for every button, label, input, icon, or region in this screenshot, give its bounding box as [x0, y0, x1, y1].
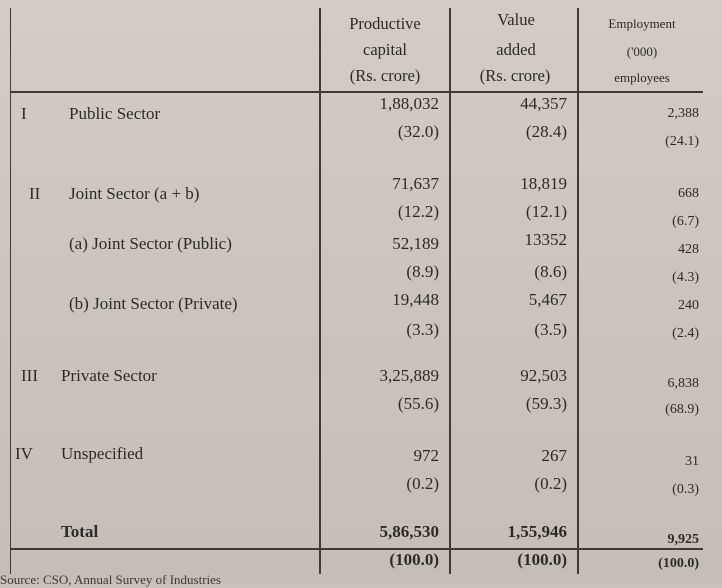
divider-col-employment [577, 8, 579, 574]
value-added-percent: (3.5) [534, 320, 567, 339]
employment-percent: (6.7) [672, 214, 699, 229]
row-label: Unspecified [61, 444, 144, 463]
capital-percent: (55.6) [397, 394, 439, 413]
row-number: IV [15, 444, 33, 463]
employment-value: 240 [678, 298, 699, 313]
total-value-added-percent: (100.0) [517, 550, 567, 569]
value-added-percent: (12.1) [525, 202, 567, 221]
total-rule [11, 548, 703, 550]
row-label: (a) Joint Sector (Public) [69, 234, 232, 253]
row-number: II [29, 184, 41, 203]
row-number: I [21, 104, 27, 123]
header-value-line3: (Rs. crore) [479, 66, 551, 85]
value-added-value: 92,503 [520, 366, 567, 385]
employment-percent: (24.1) [665, 134, 699, 149]
divider-col-capital [319, 8, 321, 574]
employment-percent: (68.9) [665, 402, 699, 417]
capital-percent: (3.3) [406, 320, 439, 339]
capital-value: 19,448 [392, 290, 439, 309]
row-number: III [21, 366, 38, 385]
total-label: Total [61, 522, 99, 541]
value-added-percent: (59.3) [525, 394, 567, 413]
header-employment-line1: Employment [608, 16, 676, 31]
capital-value: 71,637 [392, 174, 439, 193]
capital-value: 972 [413, 446, 440, 465]
header-capital-line2: capital [363, 40, 407, 59]
value-added-value: 44,357 [520, 94, 567, 113]
divider-col-value [449, 8, 451, 574]
capital-value: 3,25,889 [379, 366, 440, 385]
employment-percent: (0.3) [672, 482, 699, 497]
total-value-added-value: 1,55,946 [507, 522, 568, 541]
total-employment-value: 9,925 [667, 532, 700, 547]
header-capital-line3: (Rs. crore) [349, 66, 421, 85]
header-value-line1: Value [497, 10, 535, 29]
value-added-value: 18,819 [520, 174, 567, 193]
header-value-line2: added [496, 40, 536, 59]
total-capital-value: 5,86,530 [379, 522, 440, 541]
sector-table: Productive capital (Rs. crore) Value add… [10, 8, 707, 574]
value-added-value: 13352 [524, 230, 568, 249]
employment-value: 428 [678, 242, 699, 257]
value-added-percent: (28.4) [525, 122, 567, 141]
row-label: (b) Joint Sector (Private) [69, 294, 238, 313]
employment-value: 668 [678, 186, 699, 201]
capital-percent: (0.2) [406, 474, 439, 493]
employment-value: 2,388 [667, 106, 700, 121]
row-label: Joint Sector (a + b) [69, 184, 200, 203]
row-label: Private Sector [61, 366, 157, 385]
value-added-percent: (8.6) [534, 262, 567, 281]
header-rule [11, 91, 703, 93]
value-added-percent: (0.2) [534, 474, 567, 493]
employment-value: 31 [685, 454, 699, 469]
capital-percent: (8.9) [406, 262, 439, 281]
header-employment-line3: employees [614, 70, 670, 85]
employment-percent: (2.4) [672, 326, 699, 341]
row-label: Public Sector [69, 104, 161, 123]
capital-value: 52,189 [392, 234, 439, 253]
total-employment-percent: (100.0) [658, 556, 699, 571]
total-capital-percent: (100.0) [389, 550, 439, 569]
header-employment-line2: ('000) [626, 44, 658, 59]
source-note: Source: CSO, Annual Survey of Industries [0, 572, 221, 587]
value-added-value: 267 [541, 446, 568, 465]
value-added-value: 5,467 [528, 290, 567, 309]
capital-percent: (32.0) [397, 122, 439, 141]
capital-percent: (12.2) [397, 202, 439, 221]
capital-value: 1,88,032 [379, 94, 440, 113]
employment-percent: (4.3) [672, 270, 699, 285]
employment-value: 6,838 [667, 376, 700, 391]
header-capital-line1: Productive [349, 14, 421, 33]
